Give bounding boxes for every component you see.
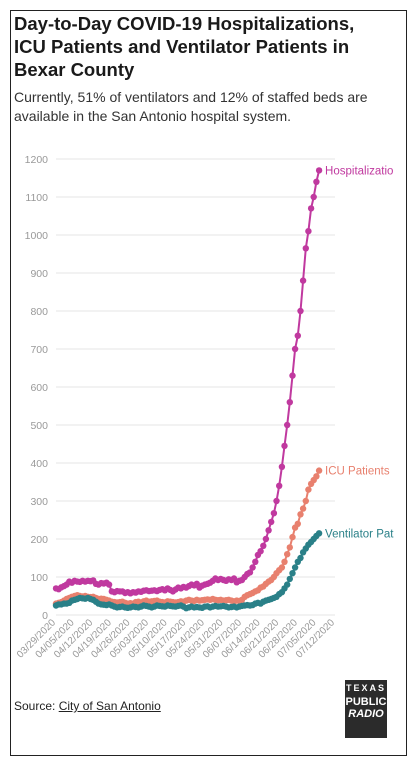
series-point-1	[281, 558, 288, 565]
series-point-0	[289, 372, 296, 379]
y-tick-label: 1100	[25, 192, 48, 204]
y-tick-label: 100	[30, 572, 48, 584]
y-tick-label: 900	[30, 268, 48, 280]
source-note: Source: City of San Antonio	[14, 699, 161, 713]
source-link[interactable]: City of San Antonio	[58, 699, 161, 713]
series-point-1	[294, 520, 301, 527]
series-label-2: Ventilator Pat	[325, 528, 394, 540]
series-point-0	[281, 442, 288, 450]
series-label-1: ICU Patients	[325, 466, 390, 478]
series-point-0	[297, 307, 304, 315]
series-point-0	[310, 193, 317, 201]
series-point-0	[273, 497, 280, 505]
series-point-2	[284, 581, 291, 588]
series-point-2	[289, 570, 296, 577]
series-point-0	[270, 510, 278, 517]
series-point-0	[307, 205, 315, 212]
series-point-0	[315, 167, 323, 174]
texas-public-radio-logo: TEXAS PUBLIC RADIO	[345, 680, 387, 738]
series-point-1	[313, 473, 320, 480]
y-tick-label: 0	[42, 610, 48, 622]
series-point-1	[286, 544, 293, 551]
series-point-1	[284, 551, 291, 558]
series-point-1	[315, 467, 323, 474]
series-point-0	[291, 345, 299, 353]
y-tick-label: 800	[30, 306, 48, 318]
series-point-0	[305, 228, 312, 235]
series-point-0	[299, 277, 307, 284]
y-tick-label: 500	[30, 420, 48, 432]
series-point-0	[249, 564, 256, 571]
series-point-0	[294, 332, 301, 339]
y-tick-label: 1000	[25, 230, 49, 242]
y-tick-label: 400	[30, 458, 48, 470]
series-line-0	[55, 170, 321, 595]
series-point-1	[297, 511, 304, 518]
series-point-0	[278, 463, 286, 470]
series-point-1	[305, 486, 312, 493]
series-point-0	[268, 518, 275, 526]
y-tick-label: 200	[30, 534, 48, 546]
series-point-0	[257, 548, 264, 555]
series-point-0	[105, 581, 113, 588]
logo-line-2: PUBLIC	[345, 696, 387, 708]
series-point-0	[313, 178, 320, 185]
source-prefix: Source:	[14, 699, 59, 713]
series-point-0	[260, 542, 267, 549]
logo-line-3: RADIO	[348, 708, 384, 720]
logo-line-1: TEXAS	[345, 683, 386, 693]
series-point-0	[265, 527, 272, 534]
series-point-1	[302, 497, 309, 505]
series-point-0	[286, 399, 293, 406]
y-tick-label: 300	[30, 496, 48, 508]
series-point-2	[315, 530, 323, 537]
chart-title: Day-to-Day COVID-19 Hospitalizations, IC…	[14, 13, 355, 80]
series-point-2	[291, 564, 299, 571]
series-point-0	[284, 421, 291, 429]
series-point-2	[286, 575, 293, 583]
y-tick-label: 1200	[25, 154, 49, 166]
series-point-2	[297, 554, 304, 562]
chart-subtitle: Currently, 51% of ventilators and 12% of…	[14, 89, 368, 124]
chart-card	[10, 10, 407, 756]
y-tick-label: 700	[30, 344, 48, 356]
y-tick-label: 600	[30, 382, 48, 394]
series-label-0: Hospitalizatio	[325, 165, 393, 177]
series-point-1	[299, 505, 307, 512]
series-point-1	[289, 533, 296, 541]
line-chart: 0 100 200 300 400 500 600 700 800 900 1000 1100 1200…	[15, 154, 394, 661]
series-point-0	[276, 482, 283, 489]
series-point-0	[262, 535, 270, 543]
series-point-0	[252, 558, 259, 565]
series-point-0	[246, 569, 254, 576]
series-point-1	[278, 564, 286, 571]
series-point-0	[302, 245, 309, 252]
